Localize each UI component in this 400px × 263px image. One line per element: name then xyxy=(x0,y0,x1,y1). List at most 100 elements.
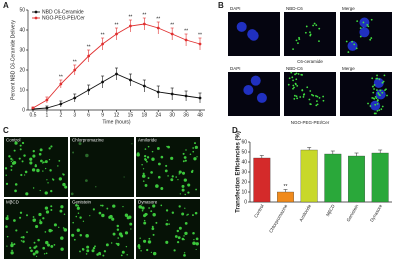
signal xyxy=(151,150,154,153)
signal xyxy=(23,154,26,157)
significance: ** xyxy=(184,28,188,34)
signal xyxy=(120,234,124,238)
signal xyxy=(47,243,50,247)
micrograph xyxy=(136,199,200,259)
significance: ** xyxy=(87,44,91,50)
signal xyxy=(144,184,148,187)
marker xyxy=(156,90,160,94)
signal xyxy=(183,235,185,237)
signal xyxy=(373,112,376,115)
legend-label: NBD C6-Ceramide xyxy=(42,9,84,15)
signal xyxy=(192,214,194,217)
marker xyxy=(156,26,160,30)
image-label: Chlorpromazine xyxy=(72,138,104,143)
signal xyxy=(13,219,16,222)
micrograph xyxy=(4,199,68,259)
signal xyxy=(126,254,128,256)
signal xyxy=(116,224,120,228)
signal xyxy=(156,147,160,150)
signal xyxy=(184,159,187,162)
signal xyxy=(381,105,384,108)
signal xyxy=(12,160,17,165)
signal xyxy=(195,237,199,241)
signal xyxy=(375,77,378,80)
signal xyxy=(296,97,299,100)
signal xyxy=(296,84,299,87)
signal xyxy=(53,244,56,246)
signal xyxy=(372,97,375,100)
signal xyxy=(185,149,187,151)
signal xyxy=(129,222,133,226)
signal xyxy=(141,209,144,212)
signal xyxy=(138,205,143,209)
signal xyxy=(85,179,88,182)
signal xyxy=(42,161,45,164)
signal xyxy=(106,207,109,210)
signal xyxy=(5,174,7,176)
marker xyxy=(73,68,77,72)
signal xyxy=(378,78,381,81)
signal xyxy=(369,38,372,41)
signal xyxy=(316,100,318,103)
signal xyxy=(63,213,66,215)
signal xyxy=(160,186,164,190)
y-tick-label: 0 xyxy=(22,107,25,113)
nucleus xyxy=(256,92,267,103)
signal xyxy=(32,154,36,158)
x-tick-label: 12 xyxy=(114,112,120,118)
signal xyxy=(111,217,115,221)
signal xyxy=(85,234,89,238)
signal xyxy=(300,73,303,76)
signal xyxy=(152,204,156,208)
signal xyxy=(376,109,379,112)
marker xyxy=(198,96,202,100)
signal xyxy=(76,228,80,232)
signal xyxy=(359,27,362,29)
signal xyxy=(176,229,180,233)
nucleus xyxy=(247,29,258,40)
x-tick-label: Chlorpromazine xyxy=(268,203,288,233)
signal xyxy=(297,73,300,75)
signal xyxy=(123,176,125,178)
signal xyxy=(386,94,388,97)
signal xyxy=(79,216,82,219)
signal xyxy=(20,173,23,177)
signal xyxy=(136,153,140,157)
signal xyxy=(92,246,96,250)
signal xyxy=(318,96,321,99)
x-tick-label: Control xyxy=(253,204,265,219)
signal xyxy=(115,242,118,245)
signal xyxy=(287,83,290,86)
signal xyxy=(48,159,51,161)
signal xyxy=(36,168,40,173)
signal xyxy=(151,157,155,161)
image-label: Control xyxy=(6,138,21,143)
signal xyxy=(377,92,380,94)
signal xyxy=(157,175,161,179)
signal xyxy=(124,213,129,217)
signal xyxy=(34,164,38,168)
signal xyxy=(62,182,66,187)
signal xyxy=(322,99,325,102)
signal xyxy=(366,23,369,26)
signal xyxy=(381,91,384,94)
signal xyxy=(32,252,36,256)
signal xyxy=(5,216,9,221)
signal xyxy=(177,236,181,240)
y-tick-label: 50 xyxy=(241,149,247,155)
significance: ** xyxy=(198,32,202,38)
signal xyxy=(193,238,195,241)
signal xyxy=(294,73,296,76)
nucleus xyxy=(359,27,370,38)
signal xyxy=(379,94,381,97)
signal xyxy=(175,176,178,178)
marker xyxy=(59,82,63,86)
y-tick-label: 20 xyxy=(241,179,247,185)
signal xyxy=(312,94,315,97)
signal xyxy=(356,20,359,23)
signal xyxy=(313,22,316,25)
x-tick-label: 2 xyxy=(59,112,62,118)
signal xyxy=(181,188,185,192)
nucleus xyxy=(347,40,358,51)
signal xyxy=(309,90,312,92)
